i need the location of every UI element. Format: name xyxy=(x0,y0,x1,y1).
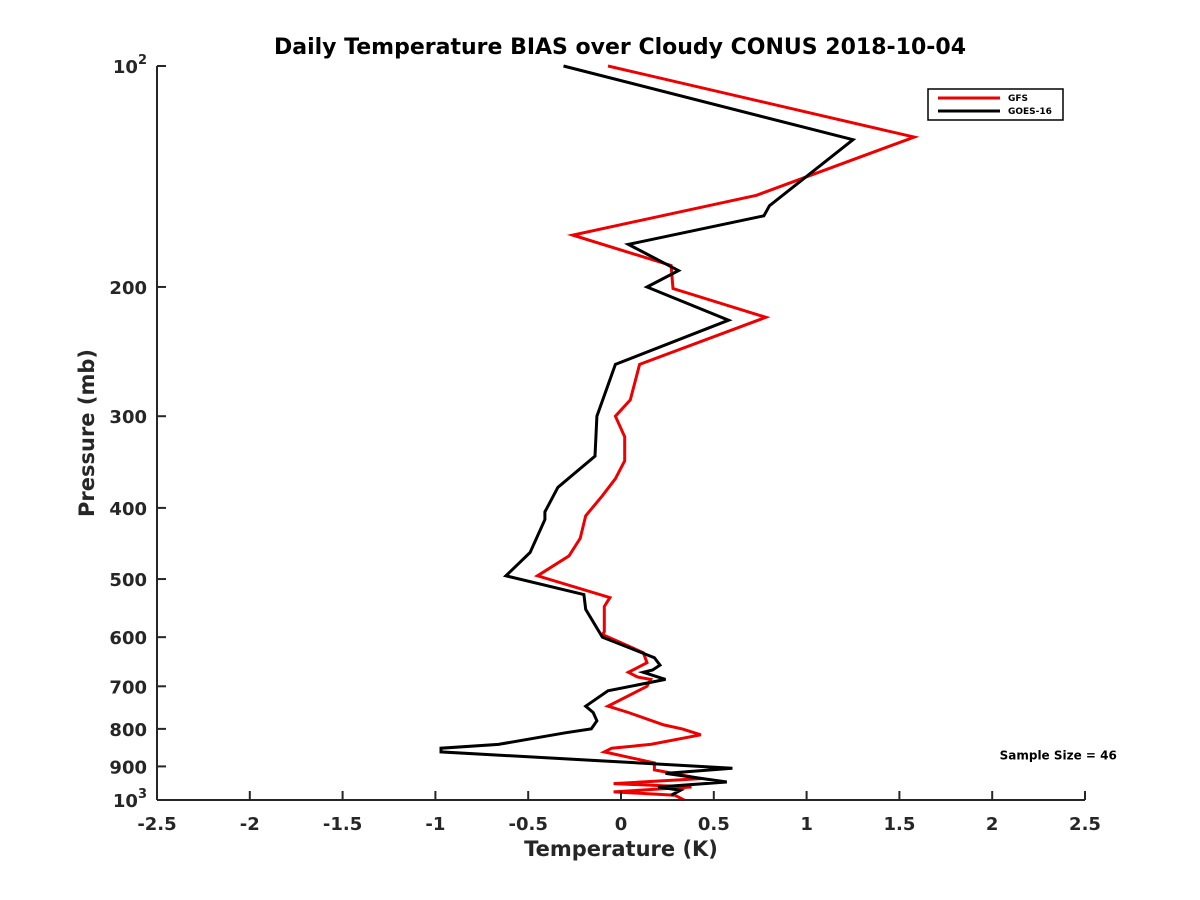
x-tick-label: -2.5 xyxy=(137,814,176,835)
y-axis-label: Pressure (mb) xyxy=(75,349,99,517)
x-ticks: -2.5 -2 -1.5 -1 -0.5 0 0.5 1 1.5 2 2.5 xyxy=(137,791,1101,835)
x-tick-label: -0.5 xyxy=(509,814,548,835)
y-tick-label: 700 xyxy=(109,677,147,698)
x-tick-label: 0.5 xyxy=(698,814,730,835)
chart-title: Daily Temperature BIAS over Cloudy CONUS… xyxy=(274,35,966,60)
y-tick-label: 500 xyxy=(109,570,147,591)
y-ticks: 102 200 300 400 500 600 700 800 900 103 xyxy=(109,53,166,812)
x-tick-label: -1.5 xyxy=(323,814,362,835)
legend-label: GFS xyxy=(1008,94,1028,104)
x-tick-label: 2.5 xyxy=(1069,814,1101,835)
x-tick-label: 1.5 xyxy=(883,814,915,835)
x-tick-label: 1 xyxy=(800,814,813,835)
y-tick-label: 900 xyxy=(109,757,147,778)
y-tick-label: 200 xyxy=(109,278,147,299)
y-tick-label: 103 xyxy=(113,787,147,812)
y-tick-label: 800 xyxy=(109,720,147,741)
x-axis-label: Temperature (K) xyxy=(524,837,718,861)
legend: GFS GOES-16 xyxy=(927,88,1064,121)
legend-box xyxy=(927,88,1064,121)
x-tick-label: 2 xyxy=(986,814,999,835)
x-tick-label: 0 xyxy=(615,814,628,835)
y-tick-label: 300 xyxy=(109,407,147,428)
annotations: Sample Size = 46 xyxy=(1000,748,1117,762)
series-line-goes-16 xyxy=(439,64,857,797)
sample-size-annotation: Sample Size = 46 xyxy=(1000,748,1117,762)
y-tick-label: 400 xyxy=(109,499,147,520)
plot-area xyxy=(439,64,920,802)
y-tick-label: 600 xyxy=(109,628,147,649)
x-tick-label: -2 xyxy=(240,814,260,835)
legend-label: GOES-16 xyxy=(1008,107,1052,117)
x-tick-label: -1 xyxy=(425,814,445,835)
y-tick-label: 102 xyxy=(113,53,147,78)
series-line-gfs xyxy=(533,64,920,802)
